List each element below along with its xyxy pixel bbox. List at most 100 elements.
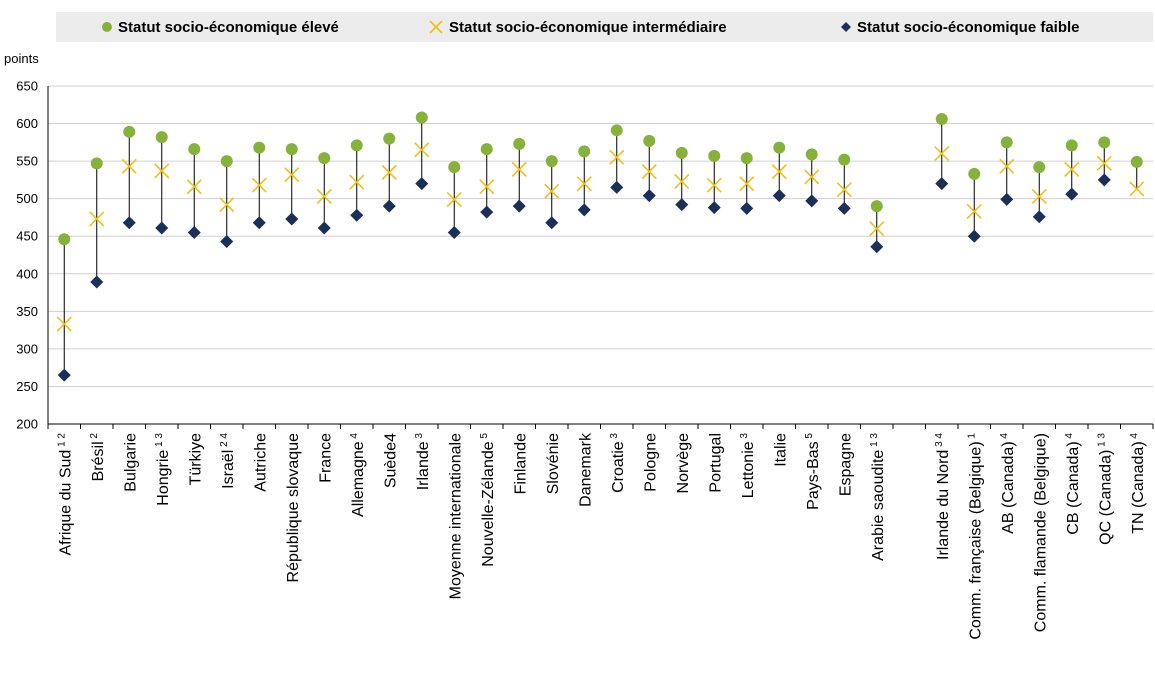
x-tick-label-footnote: 1 3 — [869, 433, 880, 450]
y-tick-label: 450 — [16, 229, 38, 244]
point-low — [187, 225, 201, 239]
x-tick-label: Norvège — [675, 433, 692, 494]
x-tick-label-name: Nouvelle-Zélande — [480, 441, 497, 567]
point-mid — [771, 164, 787, 180]
y-tick-label: 600 — [16, 116, 38, 131]
point-low — [512, 199, 526, 213]
point-high — [578, 145, 591, 158]
point-mid — [121, 158, 137, 174]
x-tick-label: Arabie saoudite 1 3 — [869, 433, 887, 561]
point-low — [1097, 173, 1111, 187]
point-mid — [836, 182, 852, 198]
x-tick-label-name: QC (Canada) — [1097, 450, 1114, 545]
point-high — [545, 155, 558, 168]
point-mid — [316, 188, 332, 204]
x-tick-label: QC (Canada) 1 3 — [1096, 433, 1114, 545]
point-high — [740, 152, 753, 165]
y-tick-label: 250 — [16, 379, 38, 394]
x-tick-label-name: Pologne — [642, 433, 659, 492]
point-mid — [284, 167, 300, 183]
point-high — [58, 233, 71, 246]
x-tick-label-footnote: 3 4 — [934, 433, 945, 450]
x-tick-label-footnote: 5 — [479, 433, 490, 442]
x-tick-label-footnote: 1 2 — [56, 433, 67, 450]
point-mid — [511, 161, 527, 177]
x-tick-label-name: Hongrie — [155, 450, 172, 506]
point-low — [545, 216, 559, 230]
x-tick-label: Espagne — [837, 433, 854, 496]
point-high — [708, 149, 721, 162]
point-high — [1000, 136, 1013, 149]
point-low — [57, 368, 71, 382]
point-low — [967, 229, 981, 243]
x-tick-label: Pays-Bas 5 — [804, 433, 822, 510]
x-tick-label: Irlande 3 — [414, 433, 432, 491]
point-high — [1098, 136, 1111, 149]
x-tick-label-name: TN (Canada) — [1130, 441, 1147, 533]
point-high — [773, 141, 786, 154]
legend-label-mid: Statut socio-économique intermédiaire — [449, 18, 727, 36]
x-tick-label-name: Norvège — [675, 433, 692, 494]
point-low — [675, 198, 689, 212]
x-tick-label-footnote: 5 — [804, 433, 815, 442]
x-tick-label-name: Bulgarie — [122, 433, 139, 492]
point-low — [285, 212, 299, 226]
point-mid — [674, 173, 690, 189]
x-tick-label-footnote: 1 3 — [154, 433, 165, 450]
point-high — [968, 167, 981, 180]
point-low — [317, 221, 331, 235]
point-low — [577, 203, 591, 217]
point-mid — [544, 183, 560, 199]
point-high — [448, 161, 461, 174]
point-high — [383, 132, 396, 145]
point-high — [805, 148, 818, 161]
x-tick-label-name: Arabie saoudite — [870, 450, 887, 561]
point-mid — [219, 197, 235, 213]
x-tick-label: Moyenne internationale — [447, 433, 464, 599]
legend-label-high: Statut socio-économique élevé — [118, 18, 339, 36]
point-mid — [446, 191, 462, 207]
point-mid — [251, 177, 267, 193]
x-tick-label-name: Suède4 — [382, 433, 399, 488]
point-low — [252, 216, 266, 230]
point-low — [772, 189, 786, 203]
x-tick-label: Comm. française (Belgique) 1 — [966, 433, 984, 640]
point-high — [1130, 155, 1143, 168]
y-tick-label: 350 — [16, 304, 38, 319]
legend-item-high: Statut socio-économique élevé — [101, 12, 339, 42]
x-tick-label-name: Afrique du Sud — [57, 450, 74, 556]
x-tick-label: AB (Canada) 4 — [999, 433, 1017, 534]
y-tick-label: 300 — [16, 341, 38, 356]
x-tick-label: Türkiye — [187, 433, 204, 486]
x-tick-label-footnote: 3 — [739, 433, 750, 442]
point-low — [707, 201, 721, 215]
x-tick-label-name: Portugal — [707, 433, 724, 493]
x-tick-label-name: AB (Canada) — [1000, 441, 1017, 534]
x-tick-label: Nouvelle-Zélande 5 — [479, 433, 497, 567]
point-low — [1032, 210, 1046, 224]
y-tick-label: 200 — [16, 417, 38, 432]
x-tick-label-name: France — [317, 433, 334, 483]
point-low — [447, 225, 461, 239]
x-tick-label-footnote: 2 4 — [219, 433, 230, 450]
point-high — [253, 141, 266, 154]
point-mid — [56, 316, 72, 332]
x-tick-label-name: Comm. flamande (Belgique) — [1032, 433, 1049, 632]
x-tick-label-name: Allemagne — [350, 441, 367, 517]
point-mid — [804, 169, 820, 185]
x-tick-label-name: Danemark — [577, 432, 594, 507]
x-tick-label: Autriche — [252, 433, 269, 492]
point-low — [382, 199, 396, 213]
y-tick-label: 500 — [16, 191, 38, 206]
point-low — [1065, 187, 1079, 201]
x-tick-label-name: CB (Canada) — [1065, 441, 1082, 534]
point-low — [935, 177, 949, 191]
point-low — [805, 194, 819, 208]
x-tick-label-footnote: 3 — [414, 433, 425, 442]
x-tick-label-footnote: 4 — [1129, 433, 1140, 442]
point-mid — [414, 142, 430, 158]
x-tick-label-name: Finlande — [512, 433, 529, 494]
point-high — [870, 200, 883, 213]
x-tick-label: Finlande — [512, 433, 529, 494]
point-mid — [934, 146, 950, 162]
